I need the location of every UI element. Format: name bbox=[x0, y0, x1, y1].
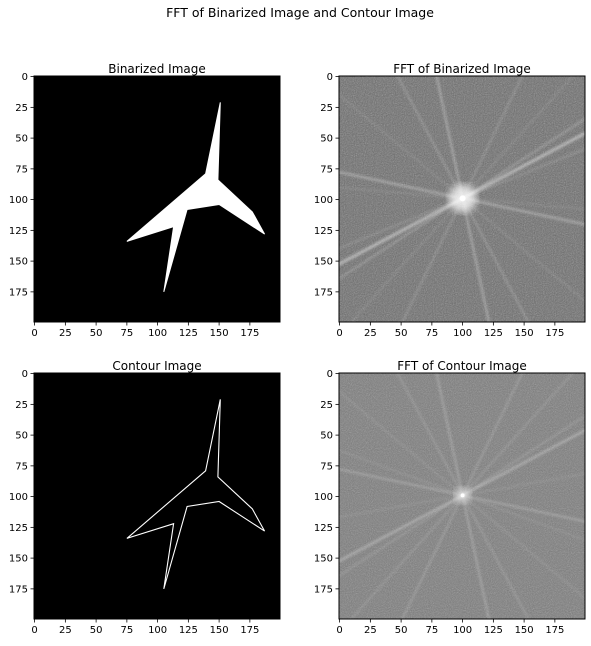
panel-fft-binarized: FFT of Binarized Image 0 25 50 75 100 125 150 1… bbox=[314, 62, 586, 339]
y-tick-label: 150 bbox=[9, 257, 28, 268]
panel-title-contour: Contour Image bbox=[112, 359, 201, 373]
y-tick-label: 0 bbox=[22, 72, 28, 83]
y-tick-label: 100 bbox=[9, 492, 28, 503]
x-tick-label: 50 bbox=[90, 328, 103, 339]
y-tick-label: 100 bbox=[9, 195, 28, 206]
y-tick-label: 125 bbox=[9, 226, 28, 237]
x-tick-label: 100 bbox=[148, 625, 167, 636]
tick-group: 0 25 50 75 100 125 150 175 0 25 50 75 100 125 150 175 bbox=[314, 72, 565, 339]
x-tick-label: 125 bbox=[484, 625, 503, 636]
x-tick-label: 100 bbox=[453, 625, 472, 636]
y-tick-label: 0 bbox=[327, 369, 333, 380]
y-tick-label: 50 bbox=[320, 431, 333, 442]
y-tick-label: 25 bbox=[320, 103, 333, 114]
figure-title: FFT of Binarized Image and Contour Image bbox=[166, 5, 434, 20]
panel-fft-contour: FFT of Contour Image 0 25 50 75 100 125 150 175… bbox=[314, 359, 586, 636]
tick-group: 0 25 50 75 100 125 150 175 0 25 50 75 100 125 150 175 bbox=[9, 369, 260, 636]
y-tick-label: 75 bbox=[320, 164, 333, 175]
axes-frame bbox=[33, 372, 281, 620]
y-tick-label: 150 bbox=[9, 554, 28, 565]
binarized-image-background bbox=[34, 76, 280, 322]
x-tick-label: 175 bbox=[240, 328, 259, 339]
x-tick-label: 175 bbox=[545, 625, 564, 636]
y-tick-label: 50 bbox=[15, 431, 28, 442]
y-tick-label: 150 bbox=[314, 257, 333, 268]
y-tick-label: 75 bbox=[15, 164, 28, 175]
x-tick-label: 75 bbox=[120, 328, 133, 339]
y-tick-label: 100 bbox=[314, 195, 333, 206]
axes-frame bbox=[33, 75, 281, 323]
y-tick-label: 50 bbox=[320, 134, 333, 145]
y-tick-label: 25 bbox=[320, 400, 333, 411]
axes-frame bbox=[338, 75, 586, 323]
x-tick-label: 50 bbox=[90, 625, 103, 636]
x-tick-label: 125 bbox=[179, 328, 198, 339]
x-tick-label: 100 bbox=[148, 328, 167, 339]
y-tick-label: 175 bbox=[314, 584, 333, 595]
y-tick-label: 25 bbox=[15, 103, 28, 114]
contour-image-background bbox=[34, 373, 280, 619]
binarized-shape bbox=[126, 102, 266, 293]
y-tick-label: 125 bbox=[314, 523, 333, 534]
x-tick-label: 150 bbox=[515, 625, 534, 636]
x-tick-label: 25 bbox=[59, 625, 72, 636]
y-tick-label: 175 bbox=[314, 287, 333, 298]
y-tick-label: 50 bbox=[15, 134, 28, 145]
x-tick-label: 75 bbox=[120, 625, 133, 636]
panel-title-binarized: Binarized Image bbox=[108, 62, 206, 76]
x-tick-label: 175 bbox=[240, 625, 259, 636]
panel-contour: Contour Image 0 25 50 75 100 125 150 175 0 25 50 75… bbox=[9, 359, 281, 636]
x-tick-label: 50 bbox=[395, 328, 408, 339]
x-tick-label: 0 bbox=[336, 625, 342, 636]
fft-center-dot bbox=[460, 493, 465, 498]
y-tick-label: 75 bbox=[320, 461, 333, 472]
y-tick-label: 175 bbox=[9, 287, 28, 298]
x-tick-label: 75 bbox=[425, 328, 438, 339]
y-tick-label: 125 bbox=[314, 226, 333, 237]
x-tick-label: 0 bbox=[336, 328, 342, 339]
x-tick-label: 25 bbox=[364, 625, 377, 636]
x-tick-label: 25 bbox=[364, 328, 377, 339]
y-tick-label: 100 bbox=[314, 492, 333, 503]
x-tick-label: 0 bbox=[31, 625, 37, 636]
x-tick-label: 125 bbox=[484, 328, 503, 339]
x-tick-label: 25 bbox=[59, 328, 72, 339]
x-tick-label: 75 bbox=[425, 625, 438, 636]
tick-group: 0 25 50 75 100 125 150 175 0 25 50 75 100 125 150 175 bbox=[9, 72, 260, 339]
x-tick-label: 0 bbox=[31, 328, 37, 339]
axes-frame bbox=[338, 372, 586, 620]
fft-center-dot bbox=[459, 195, 466, 202]
x-tick-label: 150 bbox=[210, 625, 229, 636]
y-tick-label: 0 bbox=[22, 369, 28, 380]
x-tick-label: 150 bbox=[515, 328, 534, 339]
y-tick-label: 25 bbox=[15, 400, 28, 411]
x-tick-label: 50 bbox=[395, 625, 408, 636]
panel-title-fft-contour: FFT of Contour Image bbox=[397, 359, 526, 373]
panel-title-fft-binarized: FFT of Binarized Image bbox=[393, 62, 531, 76]
contour-outline bbox=[126, 399, 266, 590]
x-tick-label: 125 bbox=[179, 625, 198, 636]
x-tick-label: 100 bbox=[453, 328, 472, 339]
panel-binarized: Binarized Image 0 25 50 75 100 125 150 175 0 25 50… bbox=[9, 62, 281, 339]
y-tick-label: 175 bbox=[9, 584, 28, 595]
y-tick-label: 0 bbox=[327, 72, 333, 83]
y-tick-label: 125 bbox=[9, 523, 28, 534]
x-tick-label: 175 bbox=[545, 328, 564, 339]
tick-group: 0 25 50 75 100 125 150 175 0 25 50 75 100 125 150 175 bbox=[314, 369, 565, 636]
y-tick-label: 150 bbox=[314, 554, 333, 565]
x-tick-label: 150 bbox=[210, 328, 229, 339]
y-tick-label: 75 bbox=[15, 461, 28, 472]
